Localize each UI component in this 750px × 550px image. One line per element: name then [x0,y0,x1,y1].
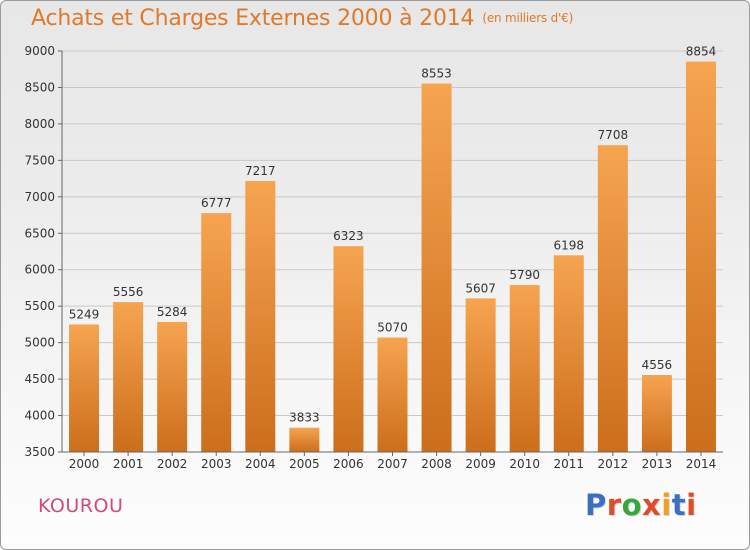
proxiti-logo[interactable]: Proxiti [585,488,697,522]
x-tick-label: 2013 [642,457,673,471]
logo-letter: i [686,488,697,522]
y-tick-label: 6500 [24,226,55,240]
data-label: 6777 [201,196,232,210]
chart-title-text: Achats et Charges Externes 2000 à 2014 [31,6,475,31]
data-label: 3833 [289,411,320,425]
logo-letter: r [606,488,622,522]
data-label: 5249 [69,307,100,321]
y-tick-label: 9000 [24,44,55,58]
bar-2014 [685,61,716,453]
bar-2006 [333,246,364,452]
y-tick-label: 4500 [24,372,55,386]
x-tick-label: 2010 [509,457,540,471]
bar-2009 [465,298,496,452]
data-label: 5070 [377,321,408,335]
bar-2010 [509,285,540,452]
y-tick-label: 7500 [24,153,55,167]
data-label: 4556 [642,358,673,372]
bar-2007 [377,337,408,452]
y-tick-label: 5000 [24,336,55,350]
y-tick-label: 4000 [24,409,55,423]
data-label: 5556 [113,285,144,299]
x-tick-label: 2012 [598,457,629,471]
logo-letter: t [671,488,687,522]
x-tick-label: 2009 [465,457,496,471]
logo-letter: P [585,488,607,522]
city-name: KOUROU [38,495,124,517]
logo-letter: i [661,488,672,522]
bar-2000 [69,324,100,452]
x-axis: 2000 2001 2002 2003 2004 2005 2006 2007 2008 2009… [62,451,723,471]
x-tick-label: 2006 [333,457,364,471]
chart-title: Achats et Charges Externes 2000 à 2014 (e… [31,6,573,31]
x-tick-label: 2011 [553,457,584,471]
x-tick-label: 2005 [289,457,320,471]
y-tick-label: 7000 [24,190,55,204]
data-labels: 5249 5556 5284 6777 7217 3833 6323 5070 8553 5607… [69,45,716,425]
y-axis: 3500 4000 4500 5000 5500 6000 6500 7000 7500 8000… [24,44,63,459]
bar-2013 [641,375,672,452]
x-tick-label: 2002 [157,457,188,471]
logo-letter: x [642,488,662,522]
y-tick-label: 3500 [24,445,55,459]
y-tick-label: 8000 [24,117,55,131]
y-tick-label: 8500 [24,80,55,94]
bar-2008 [421,83,452,452]
bar-2003 [201,213,232,452]
bar-2004 [245,180,276,453]
x-tick-label: 2004 [245,457,276,471]
bar-2011 [553,255,584,452]
bars [69,61,716,453]
x-tick-label: 2000 [69,457,100,471]
data-label: 5607 [465,281,496,295]
data-label: 5790 [509,268,540,282]
bar-2001 [113,302,144,452]
data-label: 7708 [598,128,629,142]
data-label: 8553 [421,67,452,81]
chart-subtitle: (en milliers d'€) [482,11,574,25]
bar-2012 [597,145,628,452]
x-tick-label: 2014 [686,457,717,471]
x-tick-label: 2001 [113,457,144,471]
data-label: 5284 [157,305,188,319]
logo-letter: o [621,488,643,522]
data-label: 6198 [553,238,584,252]
x-tick-label: 2007 [377,457,408,471]
data-label: 7217 [245,164,276,178]
x-tick-label: 2008 [421,457,452,471]
bar-2005 [289,427,320,452]
x-tick-label: 2003 [201,457,232,471]
y-tick-label: 6000 [24,263,55,277]
data-label: 8854 [686,45,717,59]
bar-2002 [157,321,188,452]
data-label: 6323 [333,229,364,243]
y-tick-label: 5500 [24,299,55,313]
